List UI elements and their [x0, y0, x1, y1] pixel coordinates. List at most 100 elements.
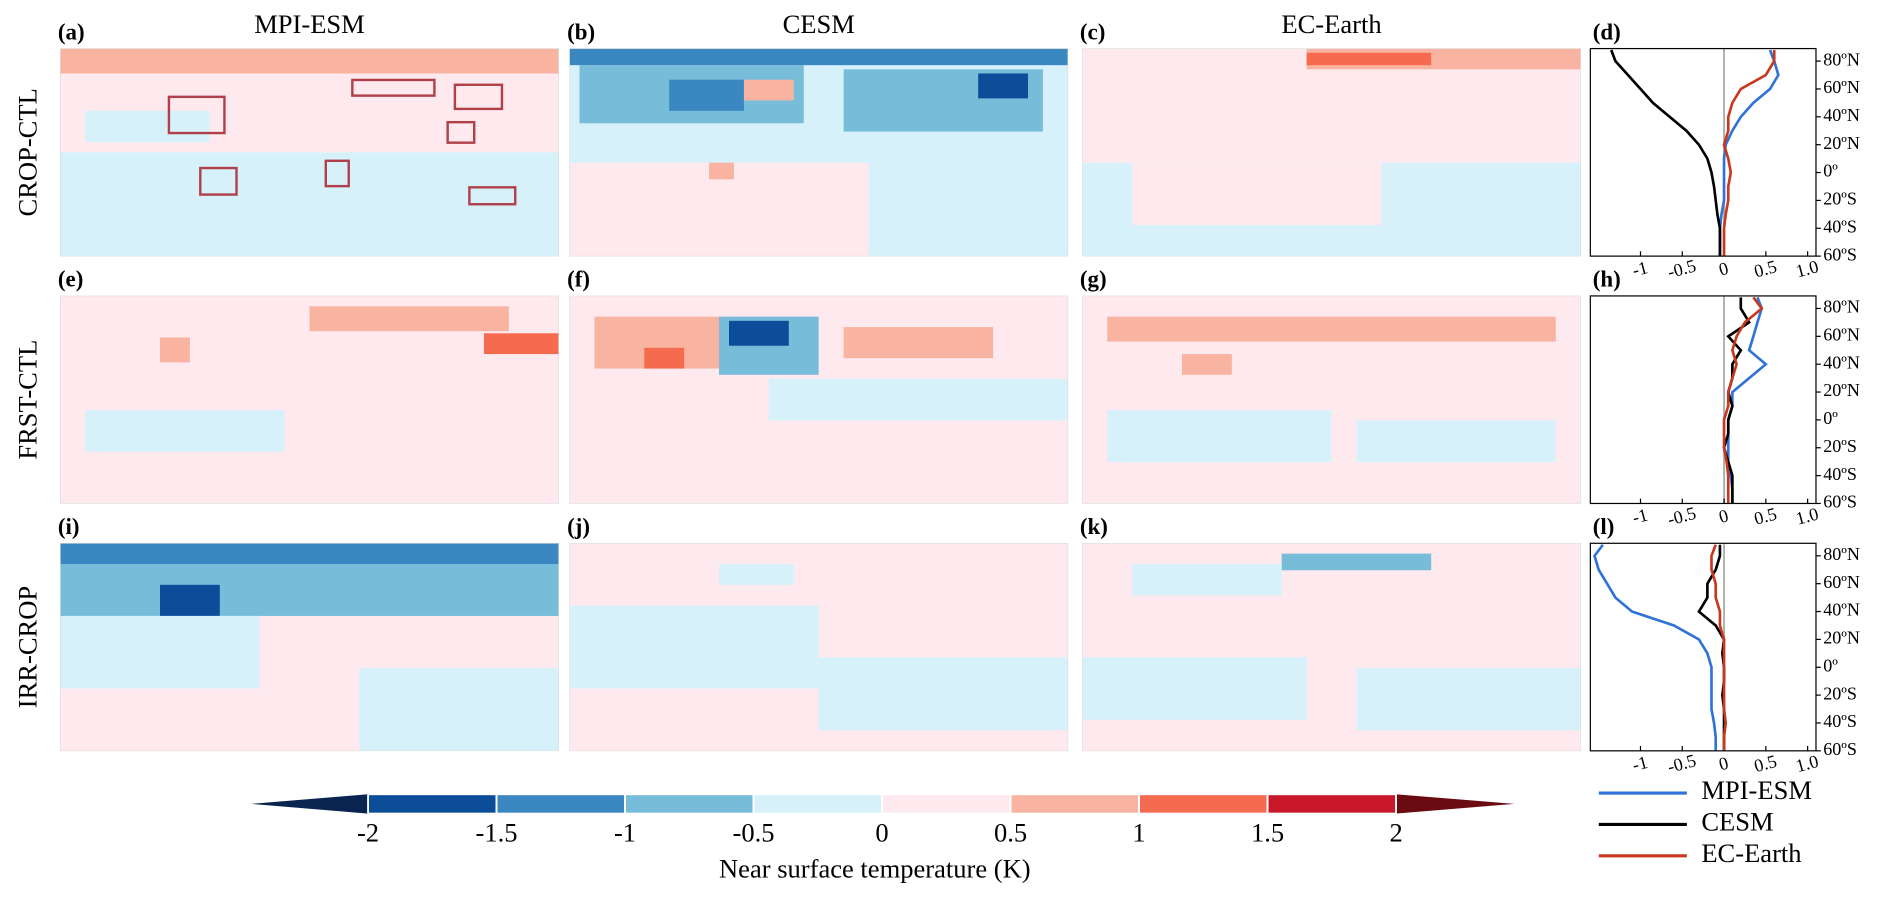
colorbar-bin — [1266, 793, 1397, 815]
legend-label: CESM — [1701, 807, 1773, 837]
y-tick-label: 60ºN — [1823, 572, 1860, 592]
map-field — [309, 306, 509, 332]
x-tick-label: 0.5 — [1752, 504, 1779, 529]
y-tick-label: 20ºN — [1823, 628, 1860, 648]
y-tick-label: 80ºN — [1823, 544, 1860, 564]
y-tick-label: 20ºN — [1823, 380, 1860, 400]
x-tick-label: 0 — [1717, 258, 1731, 280]
region-box — [199, 166, 238, 196]
colorbar-bin — [367, 793, 498, 815]
map-field — [359, 667, 559, 751]
colorbar-tick-label: 1 — [1132, 817, 1145, 847]
y-tick-label: 40ºS — [1823, 464, 1857, 484]
legend-label: EC-Earth — [1701, 838, 1801, 868]
map-field — [743, 79, 794, 101]
x-tick-label: -0.5 — [1665, 255, 1698, 282]
map-field — [60, 543, 559, 565]
x-tick-label: -1 — [1630, 257, 1650, 280]
colorbar-label: Near surface temperature (K) — [719, 854, 1031, 884]
panel-label: (a) — [58, 19, 85, 44]
panel-label: (l) — [1593, 514, 1615, 539]
map-frame — [1082, 542, 1581, 752]
map-field — [1082, 657, 1307, 720]
row-label: FRST-CTL — [12, 340, 42, 460]
colorbar-extend — [1396, 794, 1515, 814]
row-label: CROP-CTL — [12, 88, 42, 216]
y-tick-label: 60ºN — [1823, 77, 1860, 97]
x-tick-label: 1.0 — [1794, 751, 1821, 776]
map-field — [85, 410, 285, 452]
profile-line — [1718, 49, 1780, 257]
map-field — [60, 48, 559, 74]
map-field — [1281, 553, 1432, 571]
y-tick-label: 40ºN — [1823, 600, 1860, 620]
x-tick-label: 0.5 — [1752, 751, 1779, 776]
map-field — [60, 615, 260, 689]
colorbar-tick-label: 0.5 — [994, 817, 1027, 847]
profile-line — [1609, 49, 1722, 257]
map-field — [818, 657, 1068, 731]
map-field — [483, 333, 559, 355]
panel-label: (d) — [1593, 19, 1621, 44]
map-field — [159, 584, 220, 616]
map-field — [1132, 564, 1282, 596]
map-frame — [60, 542, 559, 752]
map-frame — [1082, 48, 1581, 257]
plot-frame — [1589, 47, 1817, 257]
y-tick-label: 60ºN — [1823, 324, 1860, 344]
y-tick-label: 80ºN — [1823, 49, 1860, 69]
map-field — [1356, 667, 1581, 731]
map-frame — [569, 542, 1069, 752]
panel-label: (c) — [1080, 19, 1105, 44]
map-frame — [569, 295, 1069, 504]
column-title: MPI-ESM — [254, 9, 365, 39]
colorbar-bin — [1009, 793, 1140, 815]
map-field — [669, 79, 744, 111]
x-tick-label: 1.0 — [1794, 256, 1821, 281]
colorbar-bin — [624, 793, 755, 815]
y-tick-label: 20ºS — [1823, 683, 1857, 703]
map-field — [843, 327, 994, 359]
y-tick-label: 0º — [1823, 408, 1838, 428]
profile-line — [1722, 50, 1776, 257]
region-box — [453, 83, 504, 111]
region-box — [468, 186, 517, 206]
y-tick-label: 20ºS — [1823, 189, 1857, 209]
colorbar-extend — [250, 794, 369, 814]
map-field — [334, 162, 559, 225]
y-tick-label: 40ºN — [1823, 105, 1860, 125]
map-field — [1107, 316, 1556, 342]
map-field — [719, 564, 794, 585]
x-tick-label: -1 — [1630, 752, 1650, 775]
panel-label: (h) — [1593, 267, 1621, 292]
region-box — [351, 78, 436, 97]
map-field — [569, 605, 819, 689]
map-field — [1182, 354, 1232, 375]
colorbar-tick-label: -1 — [614, 817, 636, 847]
profile-line — [1722, 297, 1751, 504]
region-box — [167, 95, 226, 135]
plot-frame — [1589, 295, 1817, 505]
map-field — [1107, 410, 1332, 462]
map-frame — [569, 48, 1069, 257]
row-label: IRR-CROP — [12, 586, 42, 708]
panel-label: (b) — [567, 19, 595, 44]
map-field — [159, 337, 190, 363]
map-field — [768, 378, 1068, 421]
colorbar-bin — [752, 793, 883, 815]
y-tick-label: 0º — [1823, 161, 1838, 181]
y-tick-label: 40ºN — [1823, 352, 1860, 372]
y-tick-label: 60ºS — [1823, 244, 1857, 264]
colorbar-tick-label: -1.5 — [476, 817, 518, 847]
profile-line — [1722, 296, 1764, 504]
panel-label: (j) — [567, 514, 590, 539]
panel-label: (i) — [58, 514, 80, 539]
x-tick-label: -0.5 — [1665, 503, 1698, 530]
map-field — [569, 48, 1068, 66]
colorbar-bin — [495, 793, 626, 815]
map-frame — [1082, 295, 1581, 504]
colorbar-tick-label: 0 — [875, 817, 888, 847]
y-tick-label: 0º — [1823, 655, 1838, 675]
panel-label: (g) — [1080, 267, 1107, 292]
